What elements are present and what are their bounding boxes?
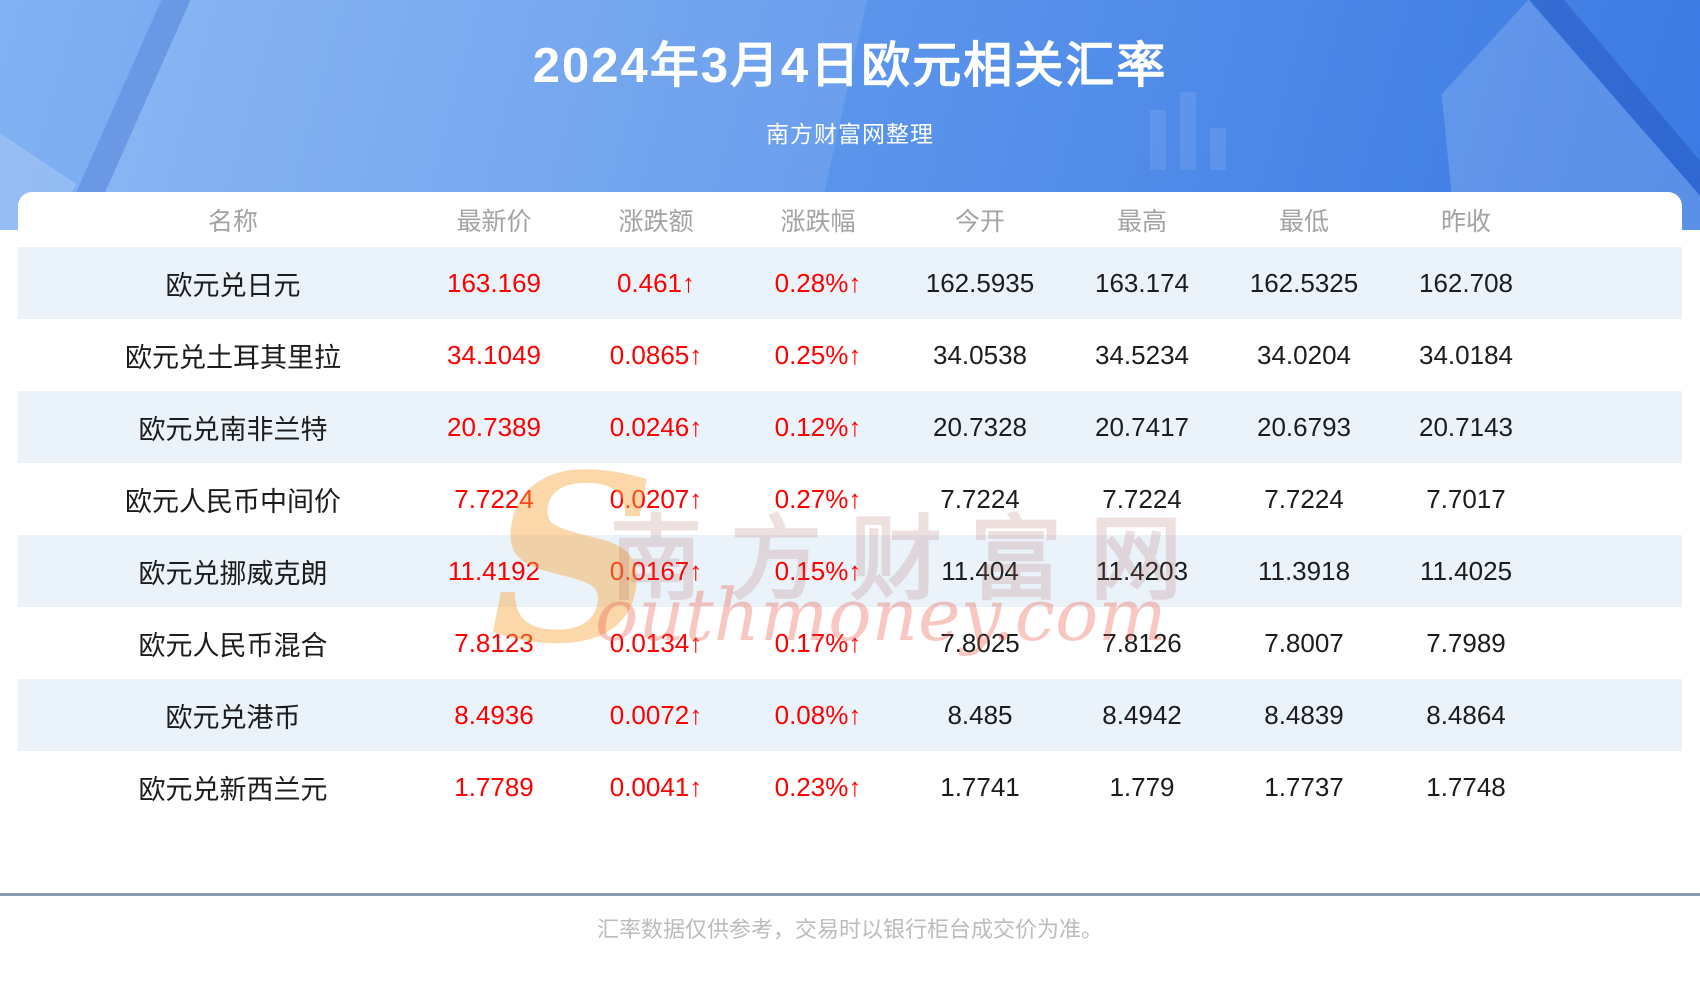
change-percent: 0.28%↑: [774, 267, 862, 298]
pair-name: 欧元人民币中间价: [125, 486, 341, 517]
prev-close-price: 7.7989: [1426, 627, 1506, 658]
table-row: 欧元兑南非兰特 20.7389 0.0246↑ 0.12%↑ 20.7328 2…: [18, 391, 1682, 463]
col-header-change: 涨跌额: [618, 207, 694, 236]
col-header-prev-close: 昨收: [1440, 207, 1491, 236]
table-row: 欧元兑挪威克朗 11.4192 0.0167↑ 0.15%↑ 11.404 11…: [18, 535, 1682, 607]
table-row: 欧元兑港币 8.4936 0.0072↑ 0.08%↑ 8.485 8.4942…: [18, 679, 1682, 751]
open-price: 7.7224: [940, 483, 1020, 514]
table-row: 欧元人民币中间价 7.7224 0.0207↑ 0.27%↑ 7.7224 7.…: [18, 463, 1682, 535]
pair-name: 欧元兑港币: [165, 702, 301, 733]
latest-price: 163.169: [447, 267, 541, 298]
col-header-low: 最低: [1278, 207, 1329, 236]
banner-chart-bar: [1210, 128, 1226, 170]
prev-close-price: 34.0184: [1419, 339, 1513, 370]
col-header-open: 今开: [954, 207, 1005, 236]
banner-slab-shape: [59, 0, 867, 230]
footer-disclaimer: 汇率数据仅供参考，交易时以银行柜台成交价为准。: [596, 917, 1103, 942]
change-amount: 0.461↑: [616, 267, 696, 298]
change-percent: 0.17%↑: [774, 627, 862, 658]
latest-price: 7.7224: [454, 483, 534, 514]
change-amount: 0.0207↑: [609, 483, 703, 514]
latest-price: 20.7389: [447, 411, 541, 442]
page-subtitle: 南方财富网整理: [766, 121, 934, 147]
high-price: 1.779: [1109, 771, 1175, 802]
high-price: 20.7417: [1095, 411, 1189, 442]
change-amount: 0.0041↑: [609, 771, 703, 802]
change-amount: 0.0246↑: [609, 411, 703, 442]
change-amount: 0.0134↑: [609, 627, 703, 658]
low-price: 7.8007: [1264, 627, 1344, 658]
pair-name: 欧元兑挪威克朗: [138, 558, 328, 589]
change-percent: 0.15%↑: [774, 555, 862, 586]
col-header-high: 最高: [1116, 207, 1167, 236]
table-row: 欧元兑土耳其里拉 34.1049 0.0865↑ 0.25%↑ 34.0538 …: [18, 319, 1682, 391]
open-price: 11.404: [941, 555, 1019, 586]
change-amount: 0.0167↑: [609, 555, 703, 586]
change-percent: 0.25%↑: [774, 339, 862, 370]
table-row: 欧元人民币混合 7.8123 0.0134↑ 0.17%↑ 7.8025 7.8…: [18, 607, 1682, 679]
open-price: 34.0538: [933, 339, 1027, 370]
latest-price: 7.8123: [454, 627, 534, 658]
latest-price: 11.4192: [447, 555, 541, 586]
low-price: 8.4839: [1264, 699, 1344, 730]
pair-name: 欧元人民币混合: [138, 630, 328, 661]
low-price: 7.7224: [1264, 483, 1344, 514]
high-price: 7.8126: [1102, 627, 1182, 658]
pair-name: 欧元兑南非兰特: [138, 414, 328, 445]
col-header-pct: 涨跌幅: [780, 207, 856, 236]
table-row: 欧元兑新西兰元 1.7789 0.0041↑ 0.23%↑ 1.7741 1.7…: [18, 751, 1682, 823]
page-title: 2024年3月4日欧元相关汇率: [532, 39, 1168, 93]
footer-divider: [0, 893, 1700, 896]
table-row: 欧元兑日元 163.169 0.461↑ 0.28%↑ 162.5935 163…: [18, 247, 1682, 319]
high-price: 8.4942: [1102, 699, 1182, 730]
prev-close-price: 1.7748: [1426, 771, 1506, 802]
high-price: 11.4203: [1095, 555, 1189, 586]
change-percent: 0.12%↑: [774, 411, 862, 442]
low-price: 11.3918: [1257, 555, 1351, 586]
low-price: 1.7737: [1264, 771, 1344, 802]
change-percent: 0.08%↑: [774, 699, 862, 730]
latest-price: 8.4936: [454, 699, 534, 730]
open-price: 8.485: [947, 699, 1013, 730]
latest-price: 1.7789: [454, 771, 534, 802]
change-amount: 0.0865↑: [609, 339, 703, 370]
pair-name: 欧元兑日元: [165, 270, 301, 301]
low-price: 162.5325: [1249, 267, 1359, 298]
col-header-name: 名称: [207, 207, 258, 236]
open-price: 162.5935: [925, 267, 1035, 298]
high-price: 163.174: [1095, 267, 1189, 298]
high-price: 34.5234: [1095, 339, 1189, 370]
banner-chart-bar: [1150, 110, 1166, 170]
prev-close-price: 20.7143: [1419, 411, 1513, 442]
open-price: 1.7741: [940, 771, 1020, 802]
change-percent: 0.27%↑: [774, 483, 862, 514]
latest-price: 34.1049: [447, 339, 541, 370]
high-price: 7.7224: [1102, 483, 1182, 514]
prev-close-price: 162.708: [1419, 267, 1513, 298]
low-price: 20.6793: [1257, 411, 1351, 442]
pair-name: 欧元兑新西兰元: [138, 774, 328, 805]
open-price: 7.8025: [940, 627, 1020, 658]
open-price: 20.7328: [933, 411, 1027, 442]
banner-chart-bar: [1180, 92, 1196, 170]
prev-close-price: 7.7017: [1426, 483, 1506, 514]
prev-close-price: 8.4864: [1426, 699, 1506, 730]
table-header-row: 名称 最新价 涨跌额 涨跌幅 今开 最高 最低 昨收: [18, 192, 1682, 247]
rates-table-card: 名称 最新价 涨跌额 涨跌幅 今开 最高 最低 昨收 欧元兑日元 163.169…: [18, 192, 1682, 823]
header-banner: 2024年3月4日欧元相关汇率 南方财富网整理: [0, 0, 1700, 230]
col-header-latest: 最新价: [456, 207, 532, 236]
change-amount: 0.0072↑: [609, 699, 703, 730]
change-percent: 0.23%↑: [774, 771, 862, 802]
pair-name: 欧元兑土耳其里拉: [125, 342, 341, 373]
prev-close-price: 11.4025: [1419, 555, 1513, 586]
low-price: 34.0204: [1257, 339, 1351, 370]
